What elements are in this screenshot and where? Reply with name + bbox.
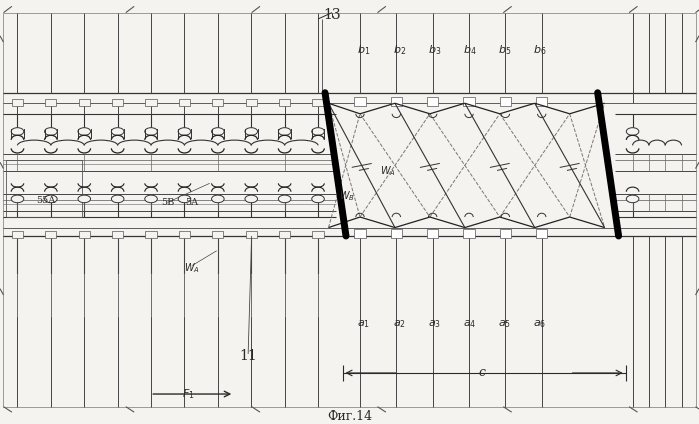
- Text: $a_2$: $a_2$: [394, 318, 406, 330]
- Bar: [79, 231, 90, 238]
- Bar: [312, 231, 324, 238]
- Bar: [145, 99, 157, 106]
- Circle shape: [212, 195, 224, 203]
- Bar: [536, 97, 547, 106]
- Text: $b_3$: $b_3$: [428, 44, 442, 58]
- Circle shape: [145, 195, 157, 203]
- Circle shape: [111, 128, 124, 135]
- Text: Фиг.14: Фиг.14: [327, 410, 372, 423]
- Text: $W_A$: $W_A$: [380, 164, 396, 178]
- Text: $b_5$: $b_5$: [498, 44, 512, 58]
- Circle shape: [178, 195, 191, 203]
- Bar: [6, 160, 82, 217]
- Bar: [500, 97, 511, 106]
- Text: 5B: 5B: [161, 198, 175, 207]
- Bar: [245, 231, 257, 238]
- Text: $a_4$: $a_4$: [463, 318, 477, 330]
- Bar: [463, 229, 475, 238]
- Bar: [179, 99, 190, 106]
- Circle shape: [178, 128, 191, 135]
- Bar: [79, 99, 90, 106]
- Bar: [427, 229, 438, 238]
- Text: $W_B$: $W_B$: [340, 189, 355, 203]
- Text: $b_6$: $b_6$: [533, 44, 547, 58]
- Circle shape: [278, 128, 291, 135]
- Bar: [463, 97, 475, 106]
- Bar: [145, 231, 157, 238]
- Bar: [112, 99, 123, 106]
- Circle shape: [212, 128, 224, 135]
- Circle shape: [312, 128, 324, 135]
- Circle shape: [11, 195, 24, 203]
- Text: 13: 13: [323, 8, 341, 22]
- Circle shape: [278, 195, 291, 203]
- Text: $b_2$: $b_2$: [394, 44, 406, 58]
- Bar: [391, 97, 402, 106]
- Circle shape: [111, 195, 124, 203]
- Text: 5A: 5A: [186, 198, 199, 207]
- Text: $F_1$: $F_1$: [182, 387, 195, 401]
- Circle shape: [11, 128, 24, 135]
- Text: $a_5$: $a_5$: [498, 318, 511, 330]
- Circle shape: [78, 195, 91, 203]
- Bar: [112, 231, 123, 238]
- Bar: [12, 99, 23, 106]
- Bar: [354, 97, 366, 106]
- Text: $W_A$: $W_A$: [185, 261, 200, 274]
- Circle shape: [626, 195, 639, 203]
- Bar: [245, 99, 257, 106]
- Bar: [45, 231, 57, 238]
- Text: 11: 11: [239, 349, 257, 363]
- Circle shape: [312, 195, 324, 203]
- Bar: [45, 99, 57, 106]
- Circle shape: [78, 128, 91, 135]
- Text: $a_3$: $a_3$: [428, 318, 441, 330]
- Circle shape: [45, 128, 57, 135]
- Bar: [212, 231, 224, 238]
- Circle shape: [245, 128, 257, 135]
- Bar: [427, 97, 438, 106]
- Text: c: c: [479, 366, 486, 379]
- Bar: [179, 231, 190, 238]
- Bar: [212, 99, 224, 106]
- Circle shape: [245, 195, 257, 203]
- Bar: [12, 231, 23, 238]
- Text: $b_4$: $b_4$: [463, 44, 477, 58]
- Text: 55A: 55A: [36, 195, 55, 205]
- Bar: [500, 229, 511, 238]
- Bar: [536, 229, 547, 238]
- Text: $b_1$: $b_1$: [356, 44, 370, 58]
- Text: $a_6$: $a_6$: [533, 318, 546, 330]
- Bar: [312, 99, 324, 106]
- Bar: [279, 99, 290, 106]
- Circle shape: [145, 128, 157, 135]
- Circle shape: [45, 195, 57, 203]
- Bar: [354, 229, 366, 238]
- Text: $a_1$: $a_1$: [357, 318, 370, 330]
- Circle shape: [626, 128, 639, 135]
- Bar: [391, 229, 402, 238]
- Bar: [279, 231, 290, 238]
